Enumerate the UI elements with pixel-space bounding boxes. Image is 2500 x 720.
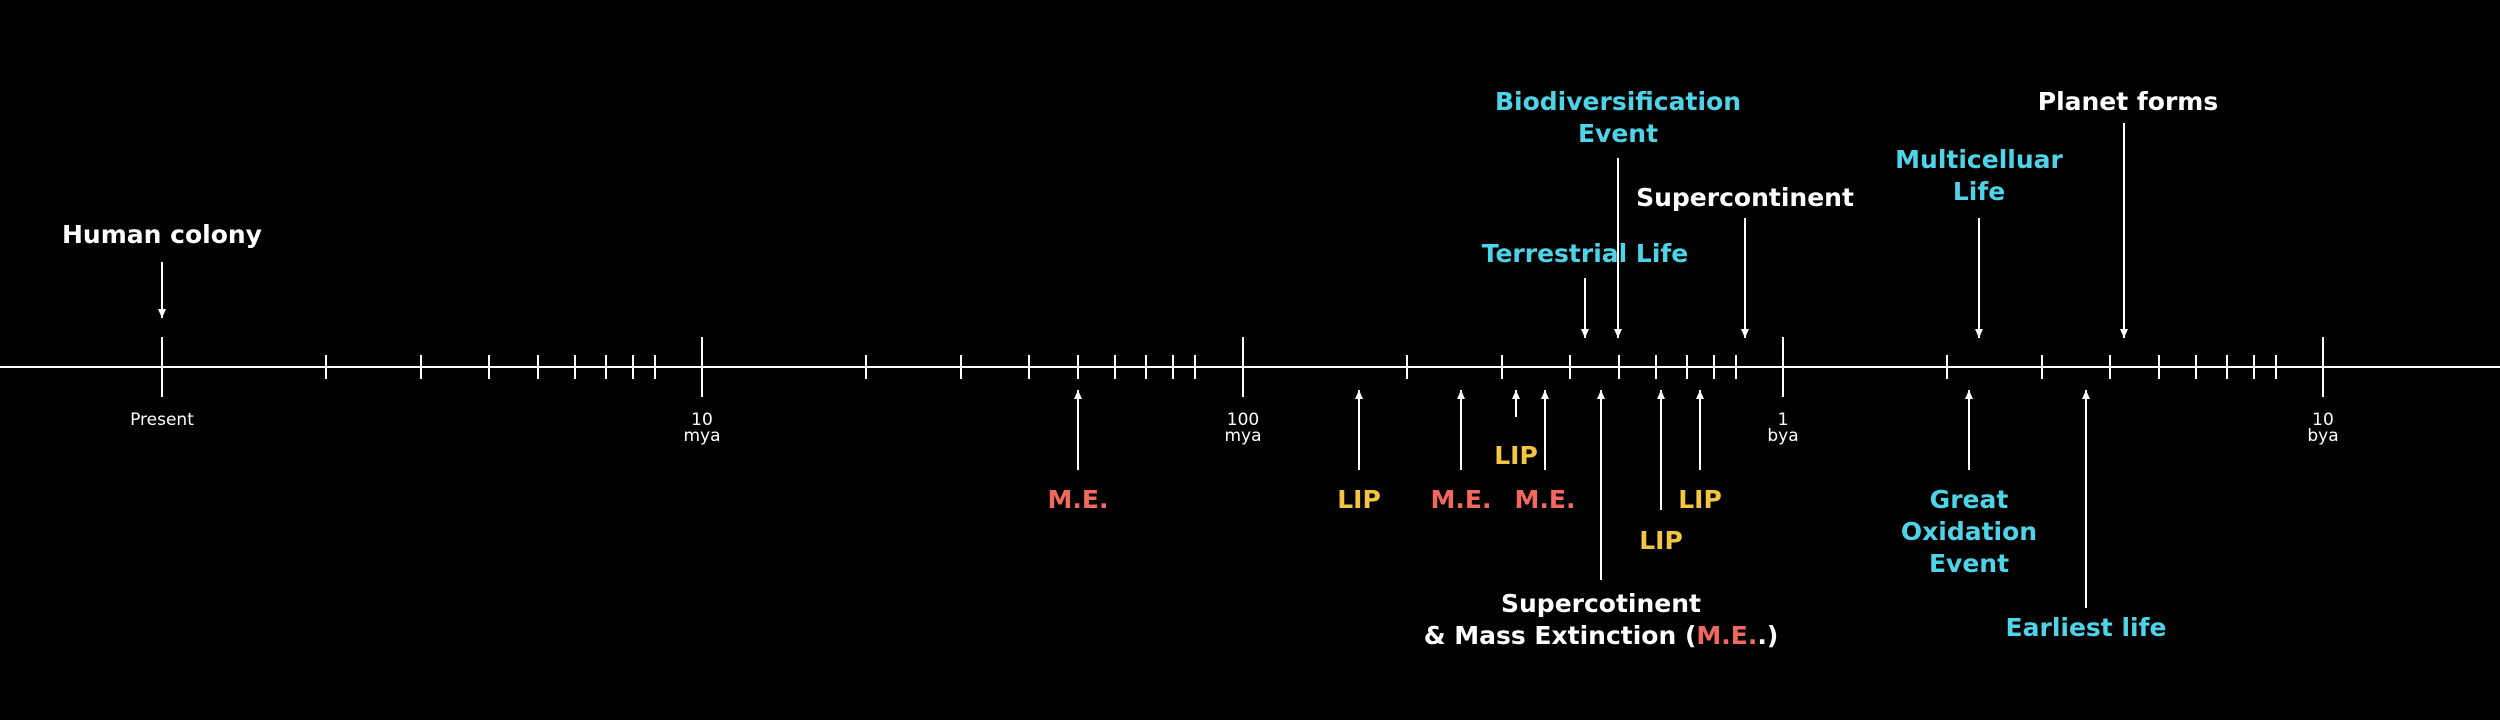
event-label-line: LIP	[1337, 485, 1381, 514]
tick-label: 100	[1227, 410, 1259, 430]
event-label-line: Biodiversification	[1495, 87, 1741, 116]
label-above-human-colony: Human colony	[62, 220, 262, 249]
label-above-planet-forms: Planet forms	[2038, 87, 2218, 116]
event-label-line: LIP	[1678, 485, 1722, 514]
tick-label: 10	[691, 410, 713, 430]
arrow-me-1	[1074, 390, 1082, 470]
event-label-line: Multicelluar	[1895, 145, 2063, 174]
event-label-line: Life	[1953, 177, 2005, 206]
label-below-supercontinent-mass-extinction: Supercotinent & Mass Extinction (M.E..)	[1424, 589, 1779, 650]
event-label-line: LIP	[1494, 441, 1538, 470]
arrow-me-2	[1457, 390, 1465, 470]
arrow-lip-3	[1657, 390, 1665, 510]
tick-label: bya	[1767, 426, 1798, 446]
tick-label: bya	[2307, 426, 2338, 446]
minor-ticks	[325, 355, 2277, 379]
label-below-lip-1: LIP	[1337, 485, 1381, 514]
tick-label: mya	[1224, 426, 1261, 446]
event-label-line: Terrestrial Life	[1482, 239, 1689, 268]
event-label-line: Human colony	[62, 220, 262, 249]
tick-label: mya	[683, 426, 720, 446]
arrow-lip-2	[1512, 390, 1520, 417]
arrow-me-3	[1541, 390, 1549, 470]
event-labels: Human colony Terrestrial Life Biodiversifi…	[62, 87, 2218, 650]
event-label-line: M.E.	[1048, 485, 1109, 514]
event-label-line: LIP	[1639, 526, 1683, 555]
label-above-biodiversification-event: Biodiversification Event	[1495, 87, 1741, 148]
event-label-line: & Mass Extinction (M.E..)	[1424, 621, 1779, 650]
event-label-line: Event	[1578, 119, 1658, 148]
label-below-lip-3: LIP	[1639, 526, 1683, 555]
event-arrows	[158, 123, 2128, 608]
event-label-line: M.E.	[1431, 485, 1492, 514]
label-below-me-3: M.E.	[1515, 485, 1576, 514]
arrow-lip-1	[1355, 390, 1363, 470]
event-label-line: M.E.	[1515, 485, 1576, 514]
label-below-lip-4: LIP	[1678, 485, 1722, 514]
event-label-line: Planet forms	[2038, 87, 2218, 116]
event-label-line: Oxidation	[1901, 517, 2037, 546]
tick-label: 1	[1778, 410, 1789, 430]
tick-label: Present	[130, 410, 194, 430]
label-below-lip-2: LIP	[1494, 441, 1538, 470]
arrow-great-oxidation-event	[1965, 390, 1973, 470]
label-above-supercontinent: Supercontinent	[1636, 183, 1854, 212]
label-below-earliest-life: Earliest life	[2006, 613, 2167, 642]
event-label-line: Earliest life	[2006, 613, 2167, 642]
arrow-earliest-life	[2082, 390, 2090, 608]
arrow-multicellular-life	[1975, 218, 1983, 338]
event-label-line: Supercotinent	[1501, 589, 1701, 618]
label-above-multicellular-life: Multicelluar Life	[1895, 145, 2063, 206]
label-above-terrestrial-life: Terrestrial Life	[1482, 239, 1689, 268]
arrow-lip-4	[1696, 390, 1704, 470]
label-below-me-2: M.E.	[1431, 485, 1492, 514]
arrow-supercontinent-mass-extinction	[1597, 390, 1605, 580]
event-label-line: Supercontinent	[1636, 183, 1854, 212]
event-label-line: Great	[1930, 485, 2009, 514]
label-below-great-oxidation-event: Great Oxidation Event	[1901, 485, 2037, 578]
arrow-planet-forms	[2120, 123, 2128, 338]
arrow-biodiversification-event	[1614, 158, 1622, 338]
arrow-supercontinent	[1741, 218, 1749, 338]
event-label-line: Event	[1929, 549, 2009, 578]
tick-label: 10	[2312, 410, 2334, 430]
arrow-terrestrial-life	[1581, 278, 1589, 338]
label-below-me-1: M.E.	[1048, 485, 1109, 514]
arrow-human-colony	[158, 262, 166, 318]
